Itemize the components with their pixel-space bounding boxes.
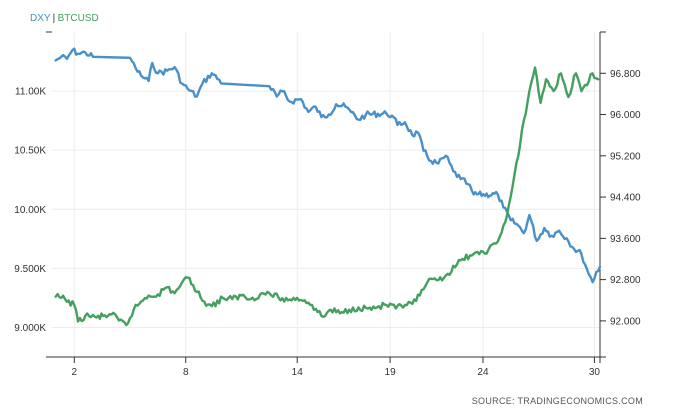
y-left-tick-label: 9.500K bbox=[14, 264, 46, 275]
y-right-tick-label: 92.000 bbox=[610, 316, 641, 327]
series-lines bbox=[54, 47, 602, 327]
y-right-tick-label: 93.600 bbox=[610, 234, 641, 245]
legend-entry-dxy: DXY bbox=[30, 13, 51, 24]
x-tick-label: 2 bbox=[72, 367, 78, 378]
legend-entry-btcusd: BTCUSD bbox=[58, 13, 99, 24]
y-left-tick-label: 10.00K bbox=[14, 205, 46, 216]
y-left-tick-label: 11.00K bbox=[15, 87, 46, 98]
y-right-tick-label: 94.400 bbox=[610, 193, 641, 204]
x-tick-label: 30 bbox=[589, 367, 601, 378]
series-line-dxy bbox=[54, 47, 602, 284]
x-tick-label: 8 bbox=[183, 367, 189, 378]
y-right-tick-label: 95.200 bbox=[610, 151, 641, 162]
legend: DXY | BTCUSD bbox=[30, 13, 99, 24]
legend-separator: | bbox=[53, 13, 56, 24]
y-right-tick-label: 96.000 bbox=[610, 110, 641, 121]
y-left-tick-label: 10.50K bbox=[14, 146, 46, 157]
x-tick-label: 14 bbox=[292, 367, 304, 378]
x-tick-label: 19 bbox=[385, 367, 397, 378]
series-line-btcusd bbox=[54, 66, 600, 327]
x-tick-label: 24 bbox=[477, 367, 489, 378]
y-left-tick-label: 9.000K bbox=[14, 323, 46, 334]
y-right-tick-label: 92.800 bbox=[610, 275, 641, 286]
y-right-tick-label: 96.800 bbox=[610, 69, 641, 80]
source-label: SOURCE: TRADINGECONOMICS.COM bbox=[472, 396, 643, 406]
axes: 2 8 14 19 24 30 9.000K 9.500K 10.00K 10.50K 11.00K… bbox=[14, 31, 641, 378]
